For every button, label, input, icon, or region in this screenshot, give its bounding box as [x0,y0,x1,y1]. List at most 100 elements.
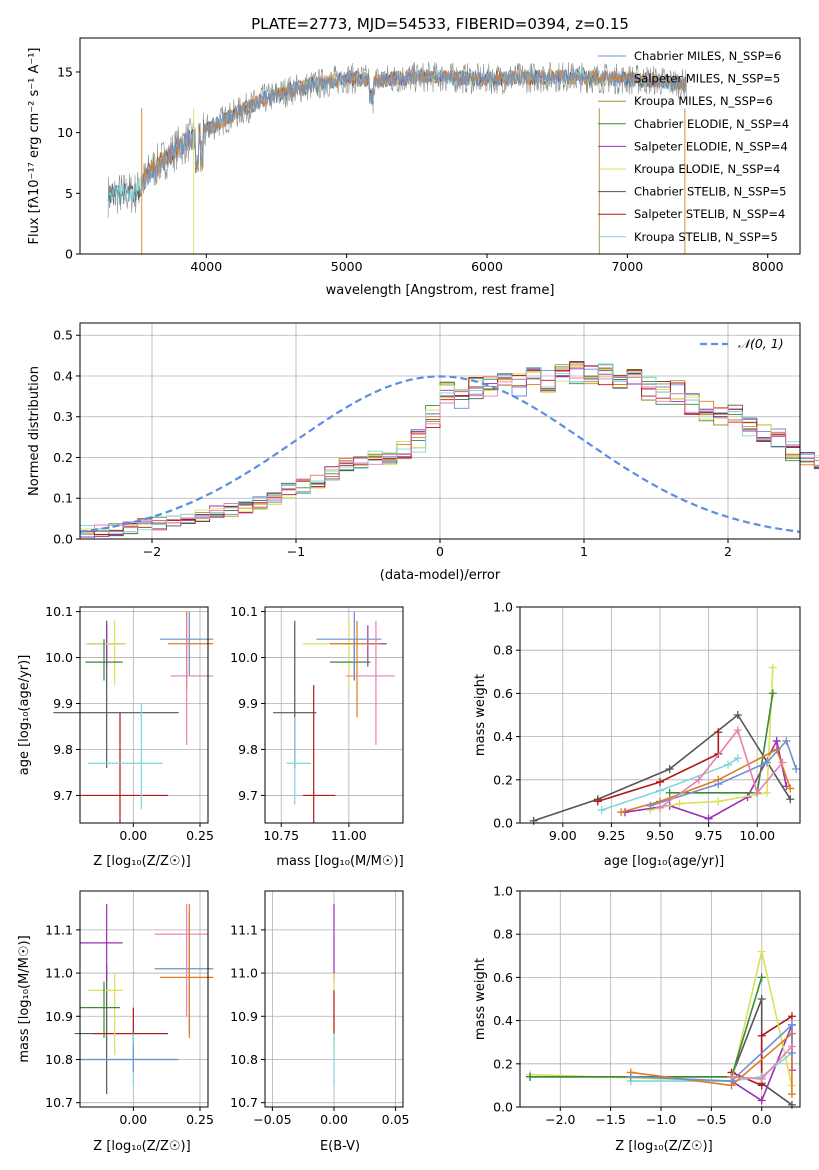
y-tick-label: 10.0 [230,650,258,665]
x-tick-label: 0.25 [186,1112,214,1127]
weight-point-marker [665,765,674,773]
y-tick-label: 10.9 [230,1009,258,1024]
x-tick-label: −1.0 [646,1112,676,1127]
x-tick-label: 1 [580,544,588,559]
weight-point-marker [694,775,703,784]
plot-frame [79,322,801,540]
weight-point-marker [733,754,742,763]
weight-line-salpeter-stelib [597,732,720,803]
x-tick-label: −0.05 [253,1112,291,1127]
y-tick-label: 9.8 [238,742,258,757]
x-tick-label: 11.00 [331,828,367,843]
histogram-step-salpeter-stelib [80,362,819,536]
plot-frame [79,606,209,824]
age-panel-y-label: age [log₁₀(age/yr)] [17,655,32,776]
x-tick-label: 0.00 [119,1112,147,1127]
y-tick-label: 9.8 [53,742,73,757]
weight-point-marker [787,1100,796,1109]
weight-point-marker [786,784,795,793]
x-tick-label: −0.5 [696,1112,726,1127]
weight-line-kroupa-stelib [601,757,739,811]
y-tick-label: 10.1 [230,604,258,619]
y-tick-label: 0.1 [53,491,73,506]
mass-panel-y-label: mass [log₁₀(M/M☉)] [17,935,32,1062]
weight-point-marker [768,663,777,672]
weight-point-marker [656,777,664,786]
x-tick-label: 0.25 [186,828,214,843]
x-tick-label: 0.0 [752,1112,772,1127]
weight-point-marker [757,973,766,982]
weight-vs-age-panel: 9.00 9.25 9.50 9.75 10.00 0.0 0.2 0.4 0.6 0.8 1.0 [493,600,801,843]
legend-label: Salpeter ELODIE, N_SSP=4 [634,139,788,153]
weight-point-marker [757,1031,766,1040]
weight-point-marker [714,780,723,789]
y-tick-label: 0.3 [53,409,73,424]
weight-point-marker [733,711,742,719]
histogram-marks: −2 −1 0 1 2 0.0 0.1 0.2 0.3 0.4 0.5 [53,322,819,559]
y-tick-label: 5 [65,186,73,201]
plot-frame [519,890,801,1108]
weight-point-marker [704,814,713,823]
y-tick-label: 0.6 [493,686,513,701]
plot-frame [79,37,801,255]
weight-point-marker [762,788,771,797]
weight-vs-metallicity-panel: −2.0 −1.5 −1.0 −0.5 0.0 0.0 0.2 0.4 0.6 0.8 1.0 [493,884,801,1127]
spectrum-legend: Chabrier MILES, N_SSP=6 Salpeter MILES, N… [598,49,789,244]
weight-point-marker [656,803,664,812]
x-tick-label: 4000 [190,259,222,274]
x-tick-label: 0.00 [119,828,147,843]
normal-curve [79,375,801,533]
mass-EBV-panel-x-label: E(B-V) [320,1139,360,1154]
weight-point-marker [753,788,762,797]
legend-label: Chabrier MILES, N_SSP=6 [634,49,781,63]
weight-point-marker [778,758,787,767]
weight-point-marker [626,1072,635,1081]
spectrum-panel: 4000 5000 6000 7000 8000 0 5 10 15 Chabrier MILE… [27,37,801,298]
weight-point-marker [733,726,742,735]
plot-frame [79,890,209,1108]
residual-y-axis-label: Normed distribution [27,366,42,496]
y-tick-label: 15 [57,64,73,79]
legend-label: Chabrier STELIB, N_SSP=5 [634,185,786,199]
x-tick-label: 9.25 [597,828,625,843]
x-tick-label: 6000 [471,259,503,274]
weight-point-marker [772,736,781,745]
y-tick-label: 10.9 [45,1009,73,1024]
weight-point-marker [787,1020,796,1029]
weight-point-marker [786,795,795,804]
x-tick-label: 7000 [611,259,643,274]
weight-point-marker [656,786,664,795]
legend-label: Salpeter MILES, N_SSP=5 [634,72,780,86]
weight-point-marker [757,995,766,1003]
weight-point-marker [792,765,801,773]
y-tick-label: 0 [65,247,73,262]
spectrum-marks: 4000 5000 6000 7000 8000 0 5 10 15 [57,37,801,274]
y-tick-label: 11.1 [45,922,73,937]
y-tick-label: 10.7 [45,1095,73,1110]
x-tick-label: 8000 [752,259,784,274]
histogram-step-kroupa-elodie [80,362,819,535]
y-tick-label: 10.1 [45,604,73,619]
legend-label: Chabrier ELODIE, N_SSP=4 [634,117,789,131]
mass-vs-metallicity-panel: 0.00 0.25 10.7 10.8 10.9 11.0 11.1 [45,890,214,1127]
y-tick-label: 10.8 [45,1052,73,1067]
plot-frame [519,606,801,824]
weight-point-marker [724,760,733,769]
x-tick-label: −1.5 [595,1112,625,1127]
histogram-legend: 𝒩(0, 1) [700,336,784,351]
age-vs-metallicity-panel: 0.00 0.25 9.7 9.8 9.9 10.0 10.1 [45,604,214,843]
weight-line-chabrier-miles [630,1023,793,1082]
residual-panel: −2 −1 0 1 2 0.0 0.1 0.2 0.3 0.4 0.5 𝒩(0, 1) (data-… [27,322,819,583]
weight-age-panel-x-label: age [log₁₀(age/yr)] [604,854,725,869]
y-tick-label: 0.8 [493,643,513,658]
y-tick-label: 10 [57,125,73,140]
histogram-step-chabrier-miles [80,364,819,540]
weight-point-marker [714,728,723,737]
weight-point-marker [597,806,606,815]
figure-title: PLATE=2773, MJD=54533, FIBERID=0394, z=0… [251,15,629,33]
y-tick-label: 0.4 [493,729,513,744]
weight-point-marker [529,816,538,825]
histogram-step-salpeter-elodie [80,365,819,538]
spectrum-line-chabrier-miles [141,68,687,190]
